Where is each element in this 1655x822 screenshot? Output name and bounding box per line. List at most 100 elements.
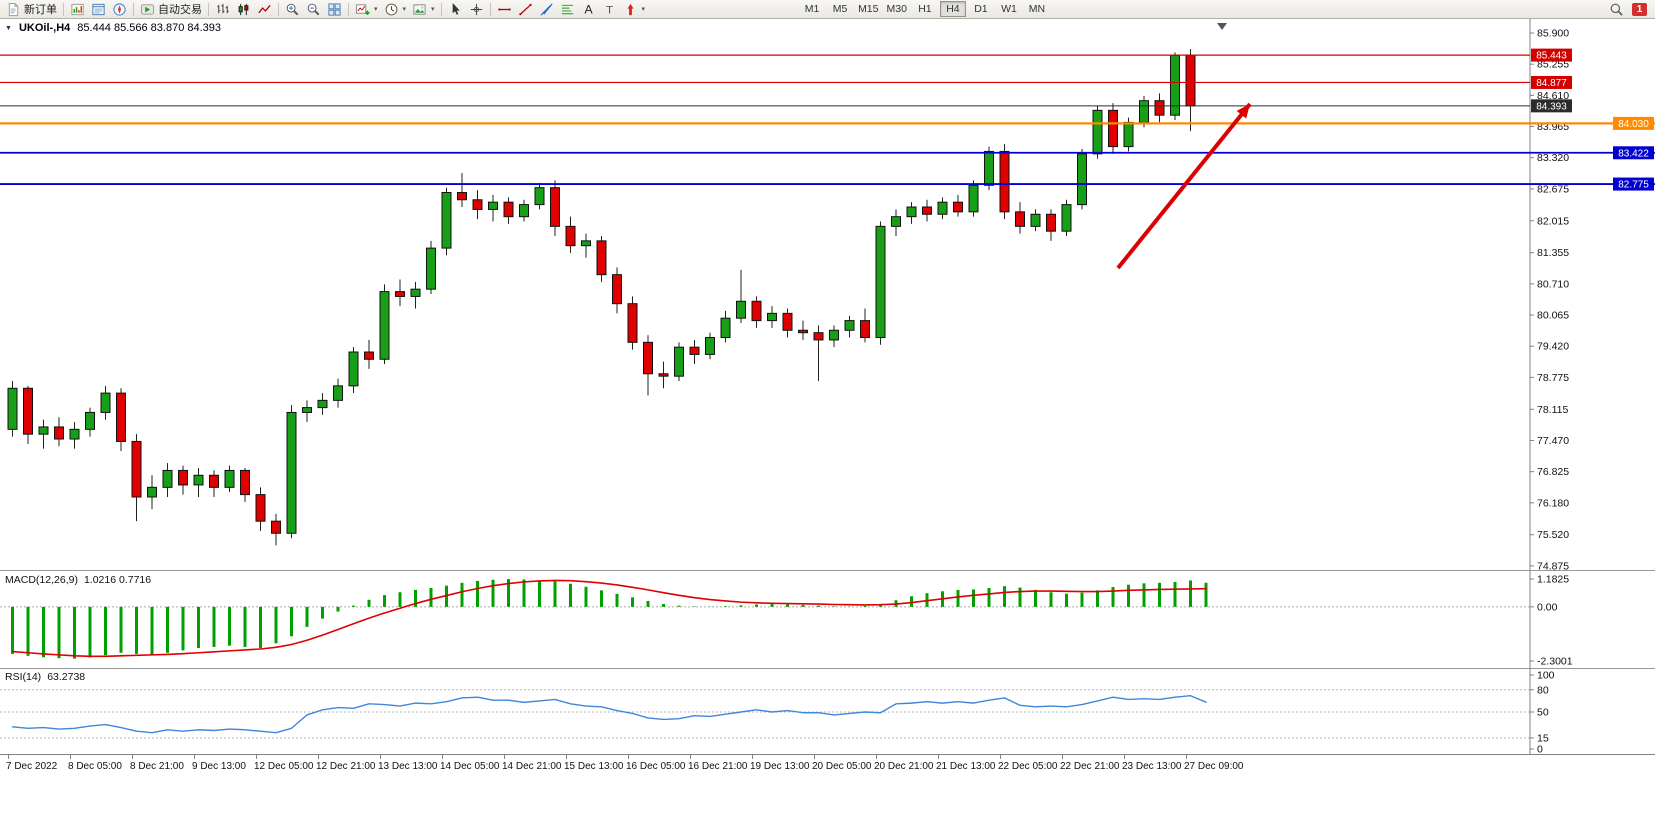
rsi-name: RSI(14) — [5, 671, 42, 683]
rsi-value: 63.2738 — [47, 671, 86, 683]
period-icon — [385, 3, 397, 15]
svg-text:0.00: 0.00 — [1537, 601, 1558, 613]
candlestick-chart[interactable]: 85.900 85.255 84.610 83.965 83.320 82.675 82.0… — [0, 19, 1655, 570]
trendline-button[interactable] — [515, 1, 536, 18]
channel-button[interactable] — [536, 1, 557, 18]
macd-values: 1.0216 0.7716 — [83, 574, 152, 586]
zoom-in-button[interactable] — [282, 1, 303, 18]
time-tick — [504, 755, 505, 759]
text-label-button[interactable]: T — [599, 1, 620, 18]
data-window-button[interactable] — [88, 1, 109, 18]
time-label: 12 Dec 05:00 — [254, 761, 314, 772]
new-order-label: 新订单 — [24, 4, 57, 16]
text-icon: A — [584, 2, 593, 16]
text-button[interactable]: A — [578, 1, 599, 18]
svg-text:84.393: 84.393 — [1536, 101, 1567, 112]
search-button[interactable] — [1606, 1, 1627, 18]
svg-text:75.520: 75.520 — [1537, 529, 1569, 541]
cursor-button[interactable] — [445, 1, 466, 18]
time-tick — [8, 755, 9, 759]
timeframe-m1-button[interactable]: M1 — [804, 3, 820, 15]
time-tick — [628, 755, 629, 759]
time-tick — [752, 755, 753, 759]
chart-window: 85.900 85.255 84.610 83.965 83.320 82.675 82.0… — [0, 19, 1655, 822]
time-label: 9 Dec 13:00 — [192, 761, 246, 772]
time-tick — [70, 755, 71, 759]
timeframe-mn-button[interactable]: MN — [1028, 3, 1046, 15]
fibonacci-icon — [561, 4, 573, 14]
new-order-button[interactable]: 新订单 — [3, 1, 60, 18]
timeframe-d1-button[interactable]: D1 — [974, 3, 988, 15]
market-watch-button[interactable] — [67, 1, 88, 18]
bar-chart-button[interactable] — [212, 1, 233, 18]
toolbar-separator — [348, 2, 349, 16]
time-tick — [1124, 755, 1125, 759]
svg-text:85.255: 85.255 — [1537, 59, 1569, 71]
toolbar-separator — [489, 2, 491, 16]
cursor-icon — [452, 2, 460, 15]
timeframe-m15-button[interactable]: M15 — [858, 3, 879, 15]
zoom-out-button[interactable] — [303, 1, 324, 18]
market-watch-icon — [71, 3, 84, 15]
channel-icon — [539, 2, 553, 16]
time-tick — [1186, 755, 1187, 759]
macd-name: MACD(12,26,9) — [5, 574, 78, 586]
timeframe-h1-button[interactable]: H1 — [918, 3, 932, 15]
svg-text:100: 100 — [1537, 670, 1555, 682]
time-tick — [814, 755, 815, 759]
chevron-down-icon: ▾ — [641, 6, 646, 13]
svg-text:78.775: 78.775 — [1537, 372, 1569, 384]
svg-text:0: 0 — [1537, 744, 1543, 755]
svg-text:1.1825: 1.1825 — [1537, 574, 1569, 586]
macd-label: MACD(12,26,9) 1.0216 0.7716 — [5, 574, 151, 586]
time-label: 13 Dec 13:00 — [378, 761, 438, 772]
timeframe-w1-button[interactable]: W1 — [1001, 3, 1017, 15]
rsi-indicator-panel[interactable]: 100 80 50 150 — [0, 668, 1655, 754]
time-tick — [876, 755, 877, 759]
timeframe-h4-button[interactable]: H4 — [939, 1, 966, 17]
chevron-down-icon: ▾ — [402, 6, 407, 13]
time-label: 8 Dec 21:00 — [130, 761, 184, 772]
trendline-icon — [518, 3, 532, 15]
autotrade-button[interactable]: 自动交易 — [137, 1, 205, 18]
macd-indicator-panel[interactable]: 1.1825 0.00 -2.3001 — [0, 570, 1655, 668]
new-chart-button[interactable]: ▾ — [352, 1, 381, 18]
svg-text:83.422: 83.422 — [1618, 148, 1649, 159]
price-axis[interactable] — [1530, 19, 1655, 754]
chart-title: ▼ UKOil-,H4 85.444 85.566 83.870 84.393 — [5, 22, 221, 34]
tile-windows-icon — [328, 2, 341, 16]
svg-text:T: T — [606, 4, 613, 16]
time-label: 21 Dec 13:00 — [936, 761, 996, 772]
line-chart-icon — [258, 4, 271, 13]
time-axis[interactable]: 7 Dec 2022 8 Dec 05:00 8 Dec 21:00 9 Dec 13… — [0, 754, 1655, 776]
svg-text:78.115: 78.115 — [1537, 404, 1568, 416]
time-tick — [318, 755, 319, 759]
navigator-button[interactable] — [109, 1, 130, 18]
horizontal-line-button[interactable] — [494, 1, 515, 18]
fibonacci-button[interactable] — [557, 1, 578, 18]
template-button[interactable]: ▾ — [409, 1, 438, 18]
autotrade-label: 自动交易 — [158, 4, 202, 16]
period-button[interactable]: ▾ — [381, 1, 410, 18]
toolbar-separator — [133, 2, 134, 16]
tile-windows-button[interactable] — [324, 1, 345, 18]
time-label: 19 Dec 13:00 — [750, 761, 810, 772]
crosshair-button[interactable] — [466, 1, 487, 18]
notification-badge[interactable]: 1 — [1632, 2, 1647, 16]
candlestick-button[interactable] — [233, 1, 254, 18]
navigator-icon — [113, 2, 126, 16]
svg-text:82.015: 82.015 — [1537, 215, 1569, 227]
timeframe-m5-button[interactable]: M5 — [832, 3, 848, 15]
time-label: 15 Dec 13:00 — [564, 761, 624, 772]
svg-text:83.320: 83.320 — [1537, 152, 1569, 164]
svg-text:80: 80 — [1537, 684, 1549, 696]
toolbar-separator — [278, 2, 279, 16]
rsi-label: RSI(14) 63.2738 — [5, 671, 85, 683]
new-order-icon — [8, 2, 19, 16]
line-chart-button[interactable] — [254, 1, 275, 18]
shapes-button[interactable]: ▾ — [620, 1, 649, 18]
timeframe-m30-button[interactable]: M30 — [886, 3, 907, 15]
time-label: 12 Dec 21:00 — [316, 761, 376, 772]
chart-menu-icon[interactable]: ▼ — [5, 24, 12, 32]
crosshair-icon — [470, 3, 482, 15]
